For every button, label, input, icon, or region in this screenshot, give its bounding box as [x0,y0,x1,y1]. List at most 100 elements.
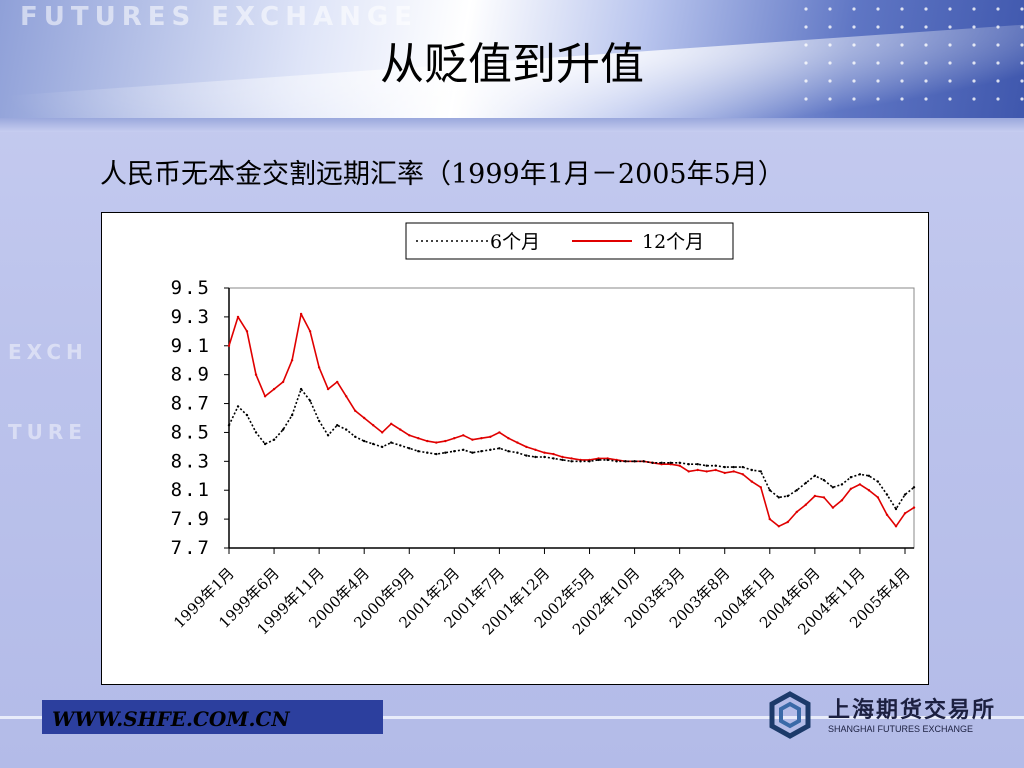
data-point-12m [741,473,744,476]
data-point-6m [759,470,762,473]
data-point-6m [651,461,654,464]
data-point-6m [281,428,285,431]
y-tick-label: 9.3 [171,306,211,328]
data-point-6m [308,399,312,402]
data-point-12m [435,441,438,444]
data-point-12m [552,452,555,456]
data-point-6m [615,460,618,463]
plot-area [228,287,915,549]
data-point-6m [525,454,528,457]
star-pattern [794,0,1024,110]
data-point-12m [426,439,429,443]
data-point-12m [831,506,835,509]
chart-subtitle: 人民币无本金交割远期汇率（1999年1月－2005年5月） [100,159,785,190]
data-point-12m [516,441,519,444]
data-point-6m [354,435,357,438]
data-point-12m [804,503,807,506]
data-point-6m [381,445,384,449]
data-point-6m [894,507,898,511]
data-point-12m [272,387,276,391]
data-point-12m [795,510,798,514]
data-point-12m [840,499,844,502]
data-point-12m [281,380,285,384]
data-point-6m [714,464,717,467]
data-point-6m [435,452,438,456]
data-point-12m [317,366,321,369]
data-point-6m [696,463,699,466]
data-point-6m [831,486,835,489]
data-point-6m [317,419,321,423]
data-point-12m [570,457,573,460]
data-point-6m [624,460,627,463]
data-point-6m [326,434,330,437]
data-point-12m [903,512,907,515]
footer-bar [42,700,383,734]
data-point-12m [507,437,510,440]
data-point-12m [444,439,447,443]
data-point-12m [867,489,871,492]
data-point-6m [813,474,817,477]
y-tick-label: 8.5 [171,421,211,443]
logo-name-cn: 上海期货交易所 [828,697,997,723]
data-point-12m [381,431,384,434]
data-point-6m [272,438,276,441]
legend-label-12m: 12个月 [642,231,704,253]
data-point-6m [849,476,853,479]
data-point-6m [741,465,744,469]
data-point-6m [732,465,735,469]
data-point-12m [254,373,258,376]
data-point-6m [227,424,231,427]
data-point-6m [417,450,420,453]
footer-divider [0,716,1024,719]
data-point-12m [687,470,690,473]
data-point-6m [588,460,591,463]
data-point-6m [543,455,546,459]
data-point-6m [705,464,708,467]
data-point-6m [768,489,771,492]
data-point-12m [525,445,528,449]
side-watermark-1: EXCH [8,340,88,364]
data-point-6m [885,493,889,496]
data-point-12m [462,434,465,437]
data-point-12m [390,422,393,425]
data-point-12m [453,437,456,440]
data-point-6m [858,473,862,476]
slide-title: 从贬值到升值 [380,39,644,90]
data-point-12m [714,468,717,472]
data-point-12m [894,525,898,528]
data-point-6m [254,431,258,434]
data-point-6m [579,460,582,463]
data-point-6m [642,460,645,463]
data-point-6m [290,413,294,417]
data-point-12m [777,525,780,528]
data-point-12m [363,416,366,420]
footer-url[interactable]: WWW.SHFE.COM.CN [52,707,290,731]
data-point-12m [534,448,537,451]
data-point-6m [453,450,456,453]
data-point-12m [308,330,312,333]
data-point-12m [705,470,708,473]
logo-name-en: SHANGHAI FUTURES EXCHANGE [828,724,974,734]
data-point-6m [552,457,555,460]
data-point-6m [912,486,916,489]
data-point-6m [804,481,807,485]
legend-label-6m: 6个月 [490,231,540,253]
data-point-6m [534,455,537,459]
data-point-12m [858,483,862,486]
data-point-12m [417,437,420,440]
data-point-12m [263,395,267,398]
data-point-6m [822,478,826,482]
data-point-12m [345,395,348,398]
data-point-6m [660,461,663,464]
data-point-12m [912,506,916,509]
data-point-6m [867,474,871,477]
data-point-12m [480,437,483,440]
data-point-12m [723,471,726,475]
data-point-12m [245,330,249,333]
data-point-6m [678,461,681,464]
data-point-12m [876,496,880,499]
data-point-6m [561,458,564,462]
legend-box [405,222,734,260]
data-point-12m [408,434,411,437]
